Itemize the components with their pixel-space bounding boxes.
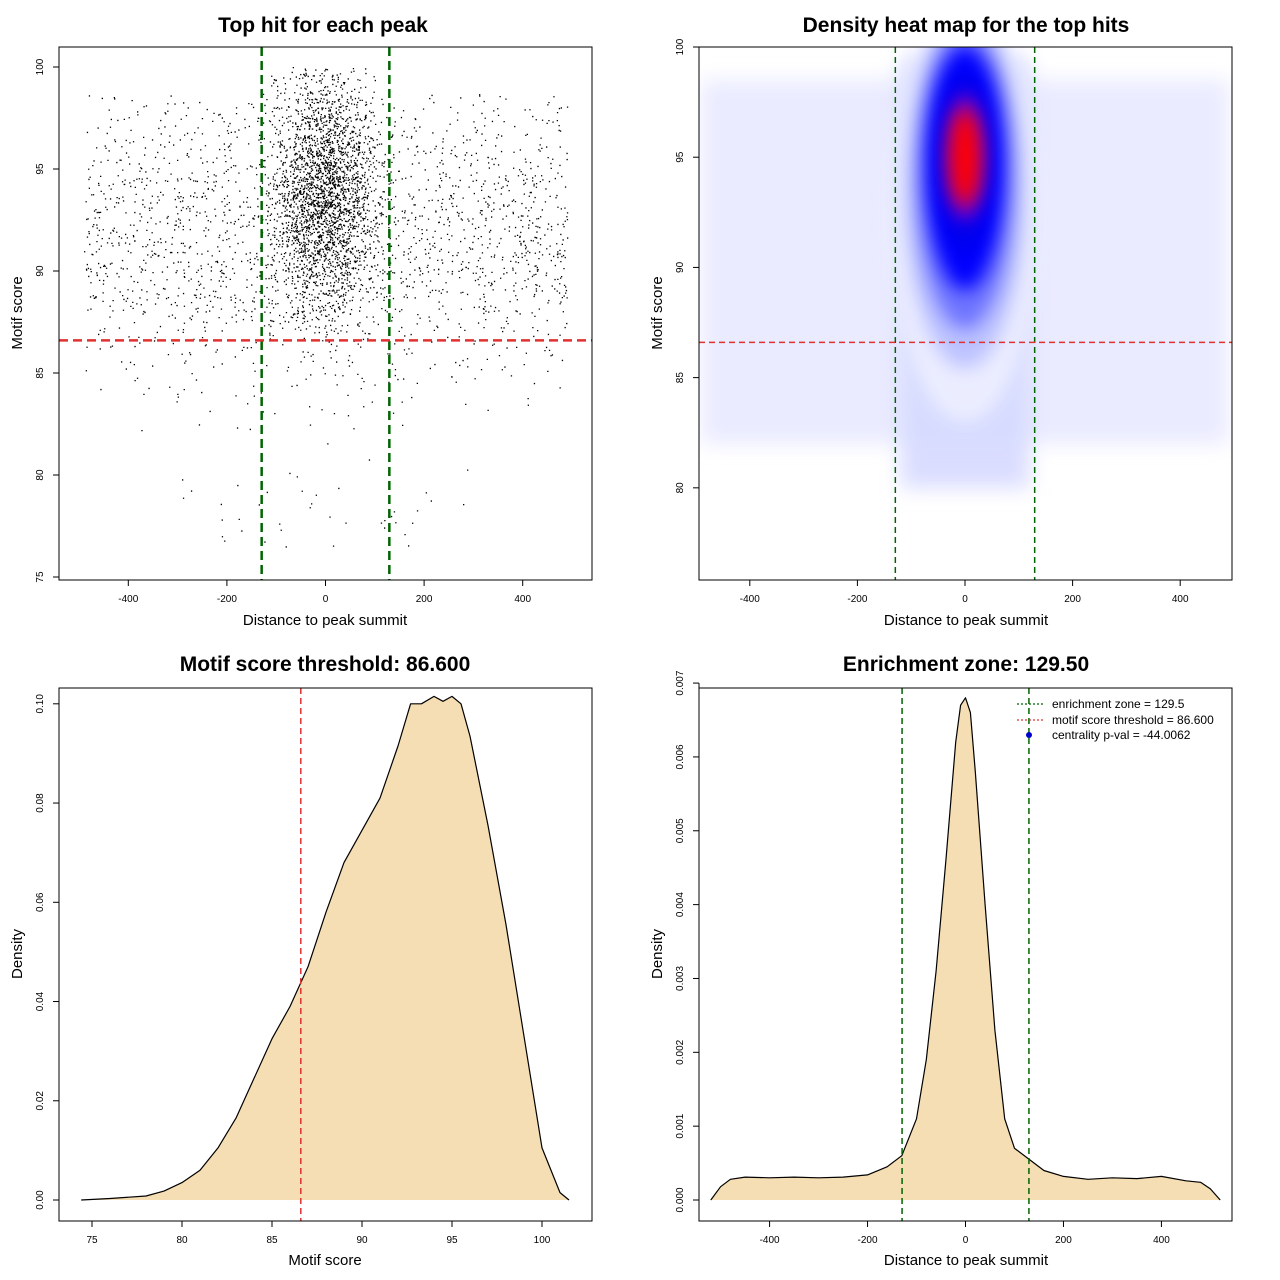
scatter-x-tick-label: -400 (118, 594, 138, 605)
distance-enrichment-lines (901, 688, 1030, 1221)
heatmap-core (891, 47, 1039, 423)
distance-ylabel: Density (649, 928, 666, 979)
heatmap-x-tick-label: 400 (1172, 594, 1189, 605)
heatmap-y-axis: 80 85 90 95 100 (675, 38, 700, 494)
score-x-tick-label: 100 (534, 1235, 551, 1246)
heatmap-y-tick-label: 95 (675, 151, 686, 163)
heatmap-y-tick-label: 80 (675, 482, 686, 494)
scatter-ylabel: Motif score (9, 276, 26, 349)
scatter-x-tick-label: 200 (416, 594, 433, 605)
distance-x-tick-label: 200 (1055, 1235, 1072, 1246)
score-x-tick-label: 95 (446, 1235, 458, 1246)
score-x-tick-label: 80 (176, 1235, 188, 1246)
score-x-axis: 75 80 85 90 95 100 (86, 1220, 551, 1246)
score-density-panel: Motif score threshold: 86.600 75 80 85 90 95… (9, 653, 593, 1269)
heatmap-x-axis: -400 -200 0 200 400 (740, 579, 1189, 605)
scatter-plot-frame (58, 46, 593, 581)
score-y-tick-label: 0.10 (35, 694, 46, 714)
score-density-title: Motif score threshold: 86.600 (180, 653, 471, 676)
score-ylabel: Density (9, 928, 26, 979)
scatter-x-tick-label: 0 (323, 594, 329, 605)
score-y-tick-label: 0.04 (35, 991, 46, 1011)
heatmap-panel: Density heat map for the top hits -400 -2… (649, 14, 1233, 629)
distance-y-tick-label: 0.002 (675, 1039, 686, 1064)
distance-density-area (710, 697, 1221, 1200)
scatter-x-tick-label: -200 (217, 594, 237, 605)
heatmap-density-level (950, 109, 980, 206)
distance-x-axis: -400 -200 0 200 400 (760, 1220, 1170, 1246)
legend-pval-label: centrality p-val = -44.0062 (1052, 728, 1191, 742)
scatter-y-tick-label: 80 (35, 469, 46, 481)
scatter-point-cloud (84, 67, 569, 548)
scatter-y-axis: 75 80 85 90 95 100 (35, 58, 60, 583)
heatmap-y-tick-label: 90 (675, 261, 686, 273)
heatmap-x-tick-label: -200 (847, 594, 867, 605)
score-y-tick-label: 0.06 (35, 892, 46, 912)
heatmap-xlabel: Distance to peak summit (884, 612, 1049, 629)
heatmap-ylabel: Motif score (649, 276, 666, 349)
distance-y-tick-label: 0.001 (675, 1113, 686, 1138)
distance-y-tick-label: 0.007 (675, 670, 686, 695)
heatmap-y-tick-label: 100 (675, 38, 686, 55)
score-density-area (81, 696, 569, 1200)
scatter-y-tick-label: 75 (35, 571, 46, 583)
heatmap-x-tick-label: 200 (1064, 594, 1081, 605)
distance-y-axis: 0.000 0.001 0.002 0.003 0.004 0.005 0.006 0.007 (675, 670, 700, 1213)
scatter-y-tick-label: 90 (35, 265, 46, 277)
score-density-curve (81, 695, 570, 1201)
score-xlabel: Motif score (288, 1252, 361, 1269)
score-y-tick-label: 0.02 (35, 1091, 46, 1111)
scatter-panel: Top hit for each peak -400 -200 0 200 400 75… (9, 14, 593, 629)
heatmap-x-tick-label: -400 (740, 594, 760, 605)
score-x-tick-label: 75 (86, 1235, 98, 1246)
heatmap-y-tick-label: 85 (675, 372, 686, 384)
score-x-tick-label: 85 (266, 1235, 278, 1246)
heatmap-area (699, 47, 1232, 580)
distance-y-tick-label: 0.003 (675, 966, 686, 991)
heatmap-x-tick-label: 0 (962, 594, 968, 605)
distance-legend: enrichment zone = 129.5 motif score thre… (1017, 697, 1214, 742)
score-y-tick-label: 0.00 (35, 1190, 46, 1210)
scatter-points (84, 67, 569, 548)
distance-x-tick-label: 400 (1153, 1235, 1170, 1246)
legend-enrichment-label: enrichment zone = 129.5 (1052, 697, 1185, 711)
distance-y-tick-label: 0.004 (675, 892, 686, 917)
score-y-axis: 0.00 0.02 0.04 0.06 0.08 0.10 (35, 694, 60, 1210)
score-y-tick-label: 0.08 (35, 793, 46, 813)
distance-y-tick-label: 0.006 (675, 744, 686, 769)
heatmap-title: Density heat map for the top hits (803, 14, 1130, 37)
scatter-title: Top hit for each peak (218, 14, 428, 37)
distance-xlabel: Distance to peak summit (884, 1252, 1049, 1269)
scatter-reference-lines (59, 47, 592, 580)
scatter-xlabel: Distance to peak summit (243, 612, 408, 629)
distance-density-curve (710, 697, 1221, 1201)
distance-x-tick-label: -400 (760, 1235, 780, 1246)
distance-density-title: Enrichment zone: 129.50 (843, 653, 1089, 676)
scatter-x-tick-label: 400 (514, 594, 531, 605)
distance-x-tick-label: 0 (963, 1235, 969, 1246)
scatter-x-axis: -400 -200 0 200 400 (118, 579, 531, 605)
distance-y-tick-label: 0.000 (675, 1187, 686, 1212)
distance-density-panel: Enrichment zone: 129.50 -400 -200 0 200 400 … (649, 653, 1233, 1269)
legend-pval-marker (1026, 732, 1032, 738)
heatmap-reference-lines (699, 47, 1232, 580)
scatter-y-tick-label: 95 (35, 163, 46, 175)
scatter-y-tick-label: 100 (35, 58, 46, 75)
distance-y-tick-label: 0.005 (675, 818, 686, 843)
score-x-tick-label: 90 (356, 1235, 368, 1246)
distance-x-tick-label: -200 (858, 1235, 878, 1246)
legend-threshold-label: motif score threshold = 86.600 (1052, 713, 1214, 727)
scatter-y-tick-label: 85 (35, 367, 46, 379)
